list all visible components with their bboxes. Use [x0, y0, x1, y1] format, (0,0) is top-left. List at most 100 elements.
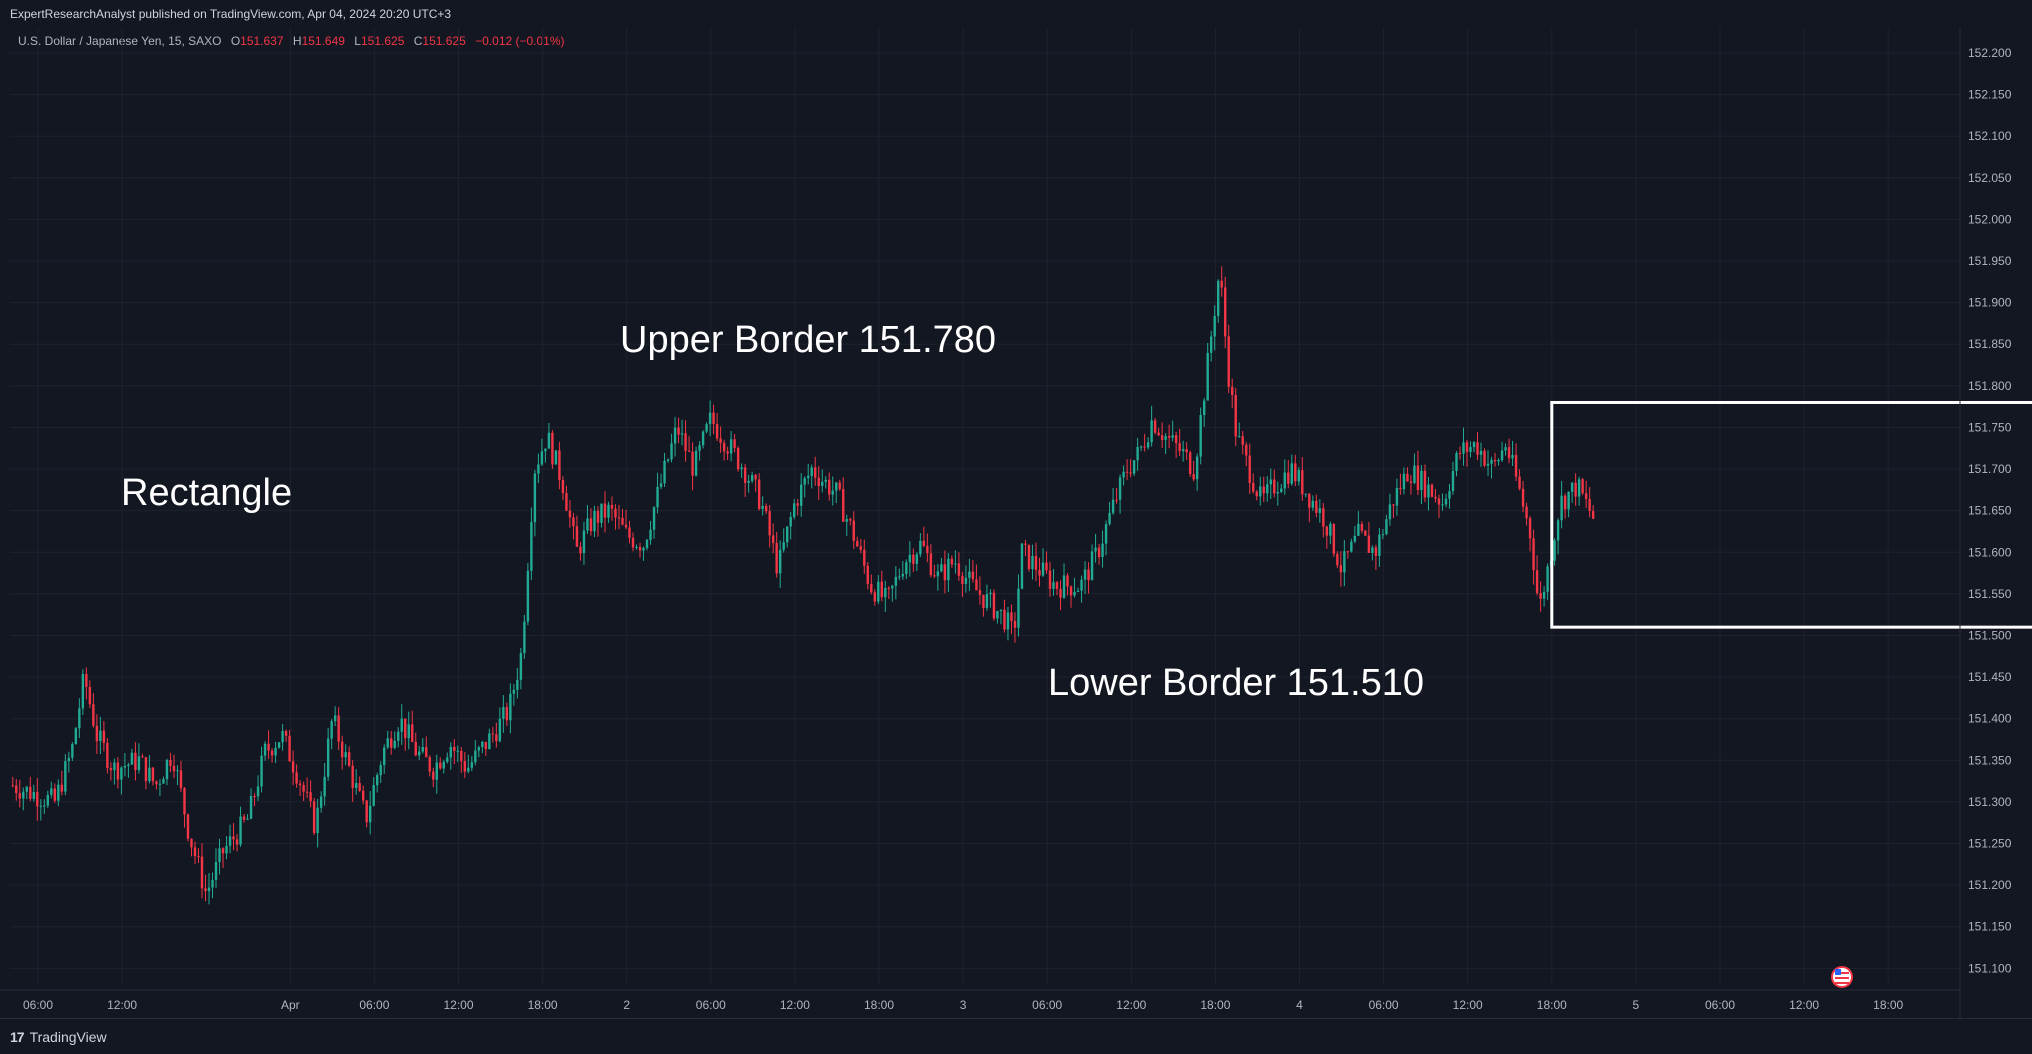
candle-body [390, 738, 393, 748]
high-label: H [292, 34, 302, 48]
publisher-header: ExpertResearchAnalyst published on Tradi… [0, 0, 2032, 28]
candle-body [547, 432, 551, 449]
tradingview-logo[interactable]: 17 TradingView [10, 1029, 107, 1045]
candle-body [344, 752, 347, 758]
candle-body [1259, 486, 1262, 497]
candle-body [778, 549, 782, 574]
candle-body [319, 796, 323, 808]
candle-body [596, 510, 600, 523]
price-tick-label: 151.100 [1968, 961, 2012, 975]
candle-body [407, 724, 410, 739]
time-tick-label: 06:00 [23, 998, 53, 1012]
candle-body [270, 750, 274, 756]
price-tick-label: 151.950 [1968, 254, 2012, 268]
candle-body [754, 474, 757, 480]
candle-body [1584, 493, 1588, 499]
candle-body [512, 689, 516, 694]
candle-body [1304, 493, 1308, 495]
rectangle-pattern-label: Rectangle [121, 472, 292, 514]
candle-body [169, 759, 172, 766]
us-flag-icon[interactable] [1831, 966, 1853, 988]
candle-body [666, 459, 670, 461]
candle-body [1003, 609, 1006, 630]
candle-body [680, 433, 684, 435]
candle-body [992, 592, 996, 619]
candle-body [1521, 488, 1525, 507]
candle-body [1157, 432, 1160, 436]
candle-body [1402, 473, 1406, 490]
candle-body [1143, 446, 1146, 448]
candle-body [747, 480, 750, 483]
candle-body [912, 554, 915, 564]
candle-body [158, 783, 162, 785]
candle-body [99, 730, 102, 742]
rectangle-pattern-box[interactable] [1550, 400, 2032, 629]
candle-body [1437, 498, 1441, 505]
price-tick-label: 151.400 [1968, 712, 2012, 726]
candle-body [1458, 453, 1462, 455]
time-tick-label: 12:00 [1453, 998, 1483, 1012]
candle-body [428, 757, 431, 772]
candle-body [1542, 591, 1546, 599]
candle-body [414, 741, 417, 756]
candle-body [446, 757, 449, 762]
price-tick-label: 151.500 [1968, 628, 2012, 642]
candle-body [323, 776, 326, 797]
candle-body [85, 674, 88, 687]
candle-body [1129, 472, 1132, 474]
candle-body [1476, 442, 1479, 455]
price-tick-label: 151.800 [1968, 379, 2012, 393]
candle-body [43, 805, 46, 807]
candle-body [470, 762, 474, 768]
candle-body [74, 728, 78, 745]
candle-body [179, 770, 183, 789]
candle-body [50, 788, 53, 795]
candle-body [484, 741, 488, 750]
open-label: O [230, 34, 241, 48]
candle-body [628, 527, 631, 538]
candle-body [463, 761, 467, 772]
candles-layer [11, 266, 1595, 905]
candle-body [354, 783, 358, 788]
candle-body [796, 503, 799, 506]
candle-body [1262, 486, 1265, 494]
price-chart[interactable]: Upper Border 151.780 Lower Border 151.51… [0, 0, 2032, 1018]
candle-body [761, 505, 764, 509]
candle-body [733, 439, 736, 448]
candle-body [1087, 569, 1090, 581]
candle-body [1076, 590, 1080, 592]
close-label: C [413, 34, 423, 48]
candle-body [999, 609, 1003, 611]
candle-body [835, 482, 838, 491]
candle-body [453, 746, 456, 751]
candle-body [712, 412, 715, 424]
candle-body [922, 540, 926, 546]
time-tick-label: 06:00 [696, 998, 726, 1012]
candle-body [442, 761, 445, 769]
candle-body [1416, 465, 1420, 491]
time-tick-label: 5 [1633, 998, 1640, 1012]
candle-body [1434, 496, 1437, 499]
upper-border-label: Upper Border 151.780 [620, 319, 996, 361]
candle-body [39, 805, 43, 807]
candle-body [186, 814, 190, 839]
candle-body [1297, 470, 1300, 482]
candle-body [1413, 465, 1416, 483]
candle-body [1083, 569, 1087, 580]
candle-body [1038, 569, 1041, 576]
candle-body [558, 450, 561, 481]
candle-body [715, 423, 719, 439]
candle-body [404, 718, 407, 739]
candle-body [687, 450, 691, 452]
candle-body [1255, 491, 1258, 497]
candle-body [526, 570, 530, 622]
candle-body [971, 571, 975, 580]
candle-body [207, 887, 211, 892]
candle-body [1111, 499, 1115, 513]
candle-body [1192, 474, 1195, 480]
candle-body [204, 888, 207, 892]
candle-body [183, 788, 186, 815]
candle-body [1136, 446, 1139, 461]
candle-body [1374, 547, 1378, 556]
annotation-shapes [1550, 400, 2032, 629]
